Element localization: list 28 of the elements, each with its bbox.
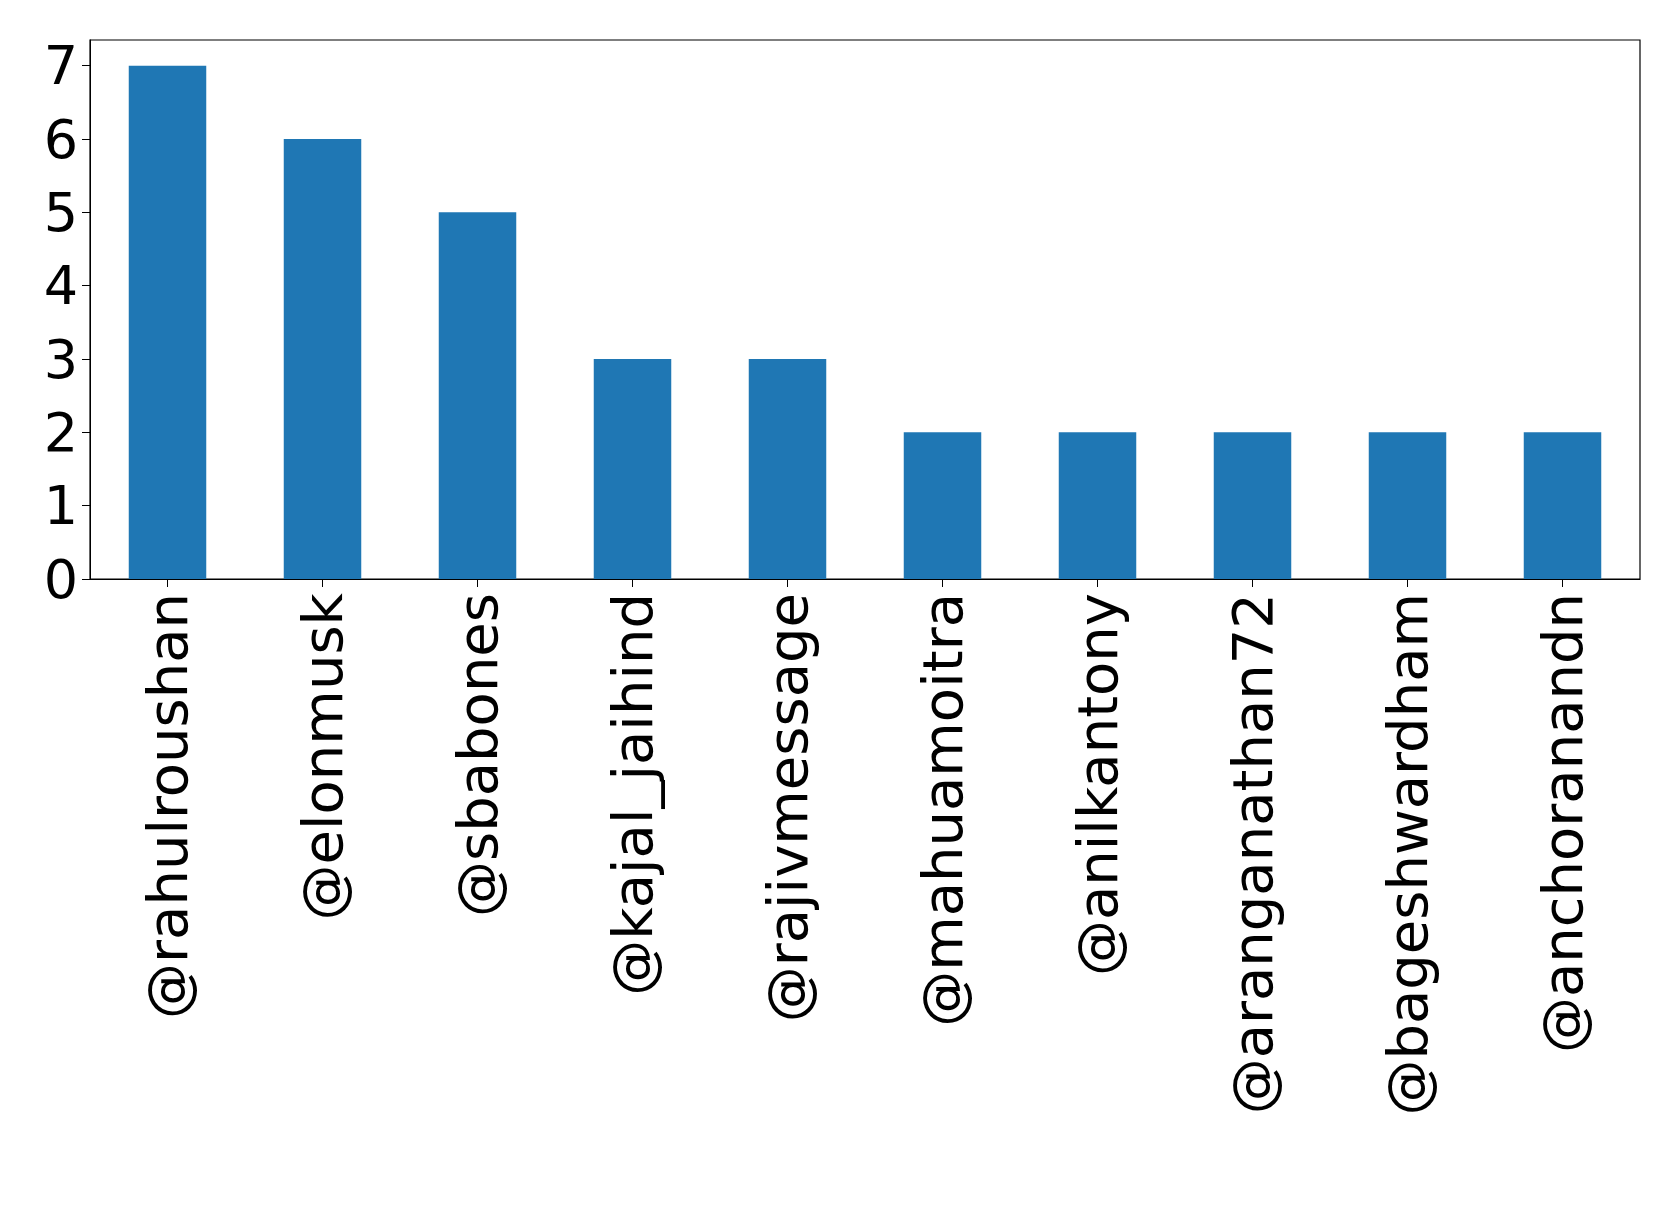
x-tick-label: @mahuamoitra [910, 593, 975, 1027]
bar [438, 212, 517, 579]
bar [1213, 432, 1292, 579]
bar [1368, 432, 1447, 579]
y-tick-label: 7 [43, 34, 78, 98]
bar [1523, 432, 1602, 579]
y-tick-label: 6 [43, 107, 78, 171]
x-tick-label: @anchoranandn [1530, 593, 1595, 1054]
x-tick-label: @sbabones [445, 593, 510, 917]
y-tick-label: 5 [43, 180, 78, 244]
x-tick-label: @rajivmessage [755, 593, 820, 1023]
bar [283, 139, 362, 579]
y-tick-label: 3 [43, 327, 78, 391]
bar [748, 359, 827, 579]
y-tick-label: 1 [43, 474, 78, 538]
x-tick-label: @bageshwardham [1375, 593, 1440, 1116]
y-tick-label: 0 [43, 547, 78, 611]
bar [1058, 432, 1137, 579]
bar [593, 359, 672, 579]
y-tick-label: 2 [43, 400, 78, 464]
x-tick-label: @anilkantony [1065, 593, 1130, 977]
y-tick-label: 4 [43, 254, 78, 318]
x-tick-label: @kajal_jaihind [600, 593, 665, 996]
x-tick-label: @rahulroushan [135, 593, 200, 1019]
bar [128, 65, 207, 579]
x-tick-label: @aranganathan72 [1220, 593, 1285, 1115]
bar [903, 432, 982, 579]
x-tick-label: @elonmusk [290, 592, 355, 921]
